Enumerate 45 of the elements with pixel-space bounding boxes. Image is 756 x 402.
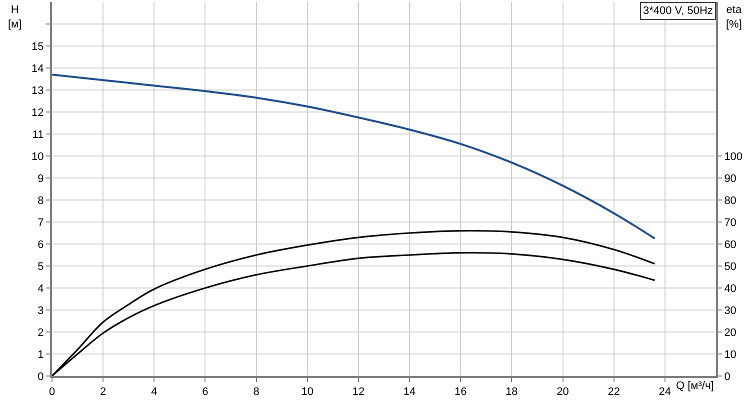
y-tick-label: 11 (32, 128, 44, 141)
x-tick-label: 8 (253, 386, 260, 398)
y2-tick-label: 80 (724, 194, 736, 207)
line-series (52, 74, 656, 240)
x-tick-label: 0 (48, 386, 56, 398)
x-tick-label: 4 (151, 386, 158, 398)
y-tick-label: 8 (38, 194, 44, 207)
y2-tick-label: 70 (724, 216, 736, 229)
y2-tick-label: 60 (724, 238, 736, 251)
y-tick-label: 10 (32, 150, 44, 163)
y-tick-label: 0 (38, 370, 44, 383)
y2-tick-label: 100 (724, 150, 743, 163)
y2-tick-label: 0 (724, 370, 730, 383)
x-axis-title: Q [м³/ч] (676, 380, 714, 392)
y-tick-label: 14 (32, 62, 44, 75)
x-tick-label: 6 (202, 386, 208, 398)
y-tick-label: 7 (38, 216, 44, 229)
y-tick-label: 9 (38, 172, 44, 185)
x-tick-label: 14 (403, 386, 416, 398)
y-tick-label: 1 (38, 348, 44, 361)
y-tick-label: 3 (38, 304, 44, 317)
y-axis-title: H [м] (8, 4, 22, 30)
y-tick-label: 15 (32, 40, 44, 53)
y-tick-label: 12 (32, 106, 44, 119)
y2-axis-title: eta [%] (726, 4, 742, 30)
y-tick-label: 5 (38, 260, 44, 273)
x-tick-label: 16 (454, 386, 467, 398)
y2-tick-label: 50 (724, 260, 736, 273)
x-tick-label: 18 (506, 386, 518, 398)
y-tick-label: 4 (38, 282, 44, 295)
y-tick-label: 13 (32, 84, 44, 97)
y2-tick-label: 40 (724, 282, 736, 295)
y2-tick-label: 10 (724, 348, 736, 361)
x-tick-label: 24 (658, 386, 672, 398)
x-tick-label: 2 (100, 386, 106, 398)
x-tick-label: 20 (556, 386, 569, 398)
x-tick-label: 22 (608, 386, 620, 398)
annotation: 3*400 V, 50Hz (643, 5, 713, 17)
x-tick-label: 10 (301, 386, 314, 398)
y2-tick-label: 90 (724, 172, 736, 185)
y2-tick-label: 20 (724, 326, 736, 339)
x-tick-label: 12 (352, 386, 365, 398)
y-tick-label: 6 (38, 238, 44, 251)
y2-tick-label: 30 (724, 304, 736, 317)
y-tick-label: 2 (38, 326, 44, 339)
